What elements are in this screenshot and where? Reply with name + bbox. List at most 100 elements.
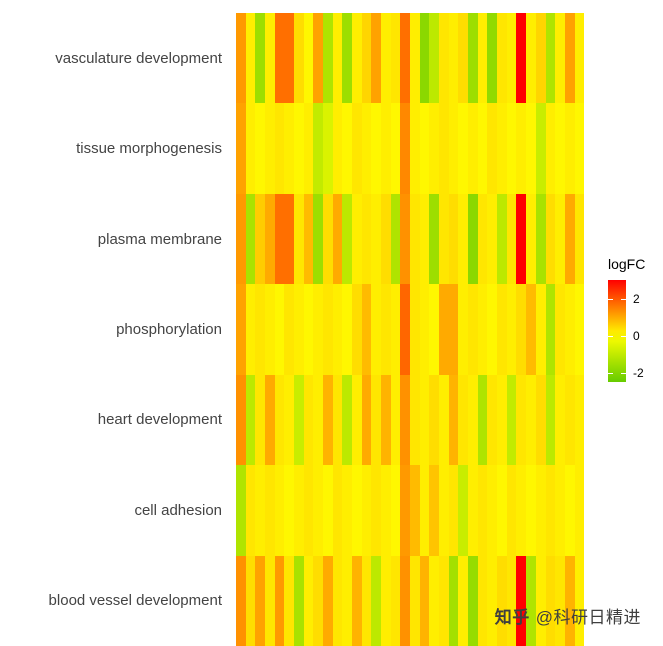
heatmap-cell [555, 13, 565, 104]
heatmap-cell [332, 374, 343, 466]
heatmap-cell [313, 103, 324, 194]
heatmap-cell [284, 555, 295, 646]
heatmap-row [236, 193, 585, 285]
heatmap-cell [236, 465, 246, 556]
heatmap-cell [555, 284, 565, 375]
legend-tickmark [608, 335, 613, 337]
heatmap-cell [255, 193, 266, 285]
heatmap-cell [361, 13, 372, 104]
heatmap-cell [545, 465, 556, 556]
heatmap-cell [265, 13, 275, 104]
heatmap-cell [323, 465, 333, 556]
heatmap-cell [545, 555, 556, 646]
heatmap-cell [516, 13, 527, 104]
heatmap-cell [574, 465, 585, 556]
colorbar-legend: logFC 2 0 -2 [608, 256, 663, 396]
heatmap-cell [535, 555, 546, 646]
heatmap-cell [497, 374, 507, 466]
heatmap-cell [400, 555, 411, 646]
heatmap-cell [361, 103, 372, 194]
heatmap-cell [458, 465, 469, 556]
heatmap-cell [429, 103, 440, 194]
heatmap-cell [332, 555, 343, 646]
heatmap-cell [245, 193, 256, 285]
heatmap-cell [236, 13, 246, 104]
heatmap-cell [555, 193, 565, 285]
legend-title: logFC [608, 256, 646, 272]
heatmap-cell [535, 284, 546, 375]
heatmap-cell [468, 284, 478, 375]
heatmap-cell [526, 284, 536, 375]
y-axis-labels: vasculature development tissue morphogen… [0, 13, 229, 646]
heatmap-cell [381, 374, 391, 466]
heatmap-cell [429, 13, 440, 104]
heatmap-cell [487, 103, 498, 194]
heatmap-cell [487, 465, 498, 556]
heatmap-cell [526, 193, 536, 285]
heatmap-cell [284, 374, 295, 466]
heatmap-cell [419, 13, 430, 104]
legend-tickmark [621, 335, 626, 337]
heatmap-cell [555, 103, 565, 194]
heatmap-cell [342, 193, 353, 285]
heatmap-cell [516, 103, 527, 194]
heatmap-cell [352, 193, 362, 285]
heatmap-cell [390, 193, 401, 285]
heatmap-cell [265, 284, 275, 375]
heatmap-cell [323, 284, 333, 375]
heatmap-cell [448, 284, 459, 375]
heatmap-cell [371, 193, 382, 285]
heatmap-cell [526, 465, 536, 556]
heatmap-cell [448, 555, 459, 646]
heatmap-cell [274, 284, 285, 375]
heatmap-cell [265, 193, 275, 285]
heatmap-cell [516, 284, 527, 375]
heatmap-cell [342, 103, 353, 194]
heatmap-cell [468, 13, 478, 104]
heatmap-cell [545, 284, 556, 375]
heatmap-cell [313, 465, 324, 556]
heatmap-cell [439, 13, 449, 104]
legend-tick-0: 0 [633, 328, 640, 343]
heatmap-cell [294, 13, 304, 104]
heatmap-cell [506, 374, 517, 466]
heatmap-cell [506, 193, 517, 285]
heatmap-cell [400, 193, 411, 285]
heatmap-cell [313, 193, 324, 285]
row-label-blood-vessel-development: blood vessel development [48, 592, 222, 610]
heatmap-cell [274, 193, 285, 285]
heatmap-cell [323, 103, 333, 194]
heatmap-cell [245, 103, 256, 194]
heatmap-cell [390, 555, 401, 646]
heatmap-cell [458, 13, 469, 104]
heatmap-cell [419, 103, 430, 194]
heatmap-cell [313, 374, 324, 466]
heatmap-cell [458, 555, 469, 646]
heatmap-cell [390, 103, 401, 194]
heatmap-cell [410, 193, 420, 285]
heatmap-cell [381, 284, 391, 375]
row-label-plasma-membrane: plasma membrane [97, 230, 222, 248]
heatmap-cell [574, 374, 585, 466]
heatmap-cell [506, 465, 517, 556]
heatmap-cell [545, 193, 556, 285]
row-label-tissue-morphogenesis: tissue morphogenesis [76, 140, 222, 158]
heatmap-cell [390, 374, 401, 466]
heatmap-cell [255, 13, 266, 104]
heatmap-cell [400, 13, 411, 104]
heatmap-cell [294, 374, 304, 466]
heatmap-cell [574, 284, 585, 375]
heatmap-cell [506, 284, 517, 375]
heatmap-cell [245, 555, 256, 646]
heatmap-cell [371, 284, 382, 375]
heatmap-cell [564, 374, 575, 466]
heatmap-cell [487, 284, 498, 375]
heatmap-cell [303, 103, 314, 194]
heatmap-cell [274, 555, 285, 646]
heatmap-cell [497, 465, 507, 556]
heatmap-cell [342, 555, 353, 646]
heatmap-cell [342, 374, 353, 466]
heatmap-cell [294, 555, 304, 646]
watermark-brand: 知乎 [494, 608, 530, 627]
heatmap-cell [506, 103, 517, 194]
